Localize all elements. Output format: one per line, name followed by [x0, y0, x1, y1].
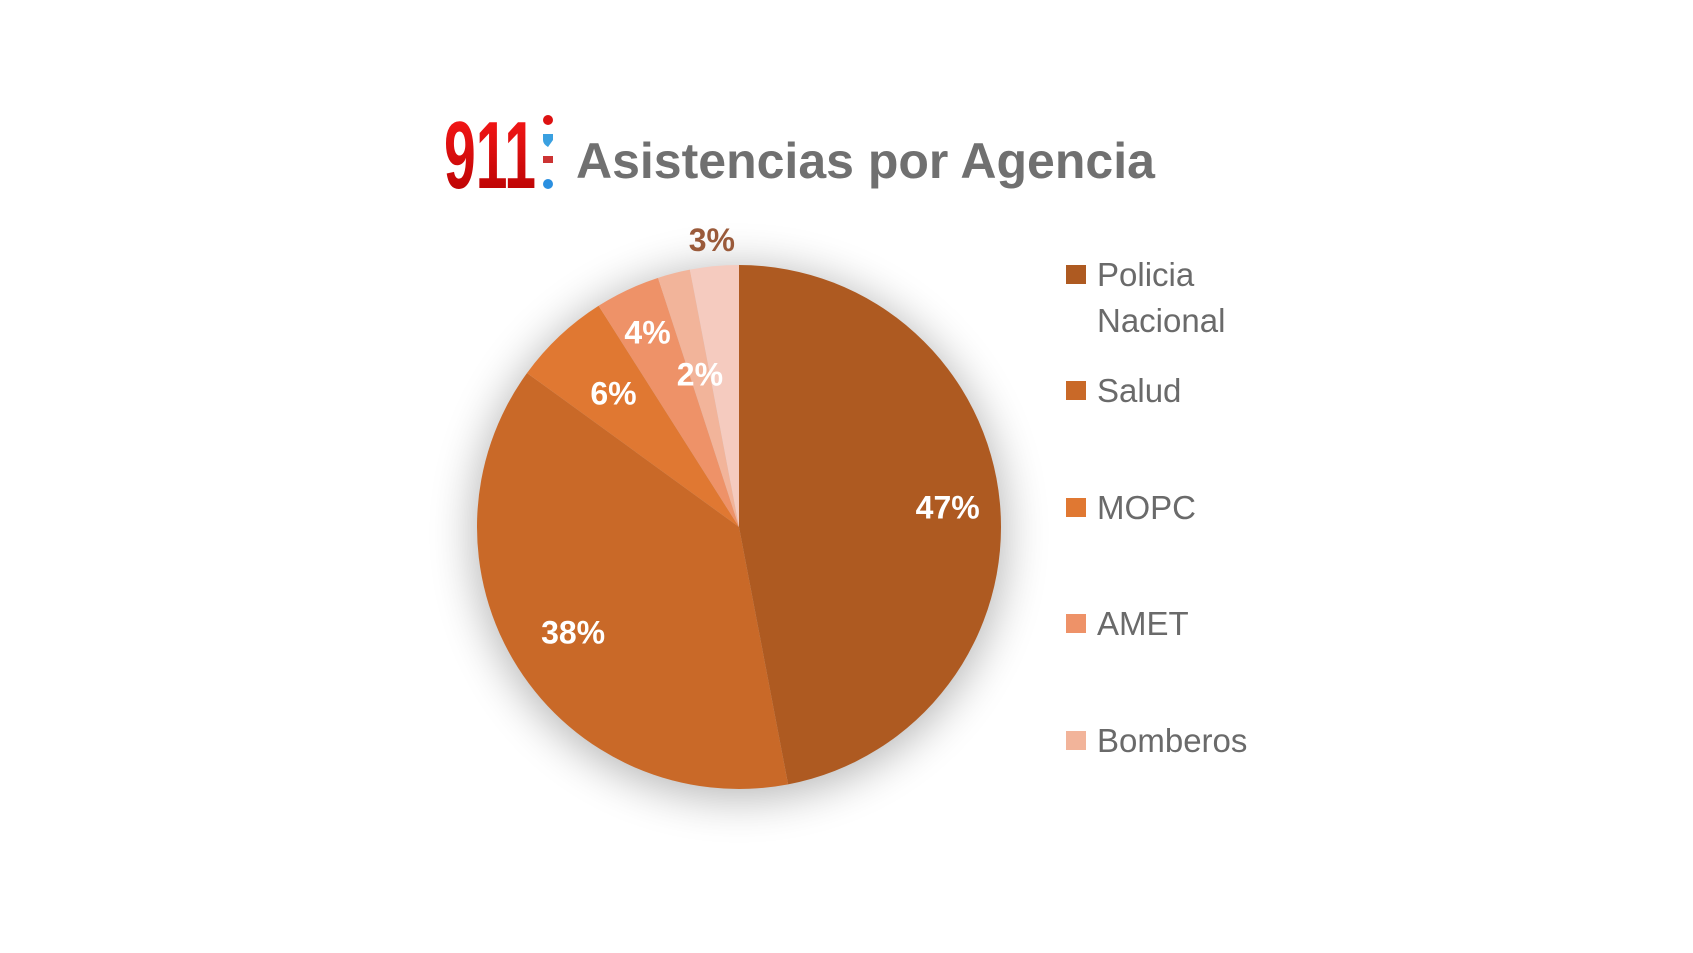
data-label: 6% [590, 375, 636, 411]
legend-swatch [1066, 498, 1086, 517]
legend-label: Bomberos [1097, 722, 1248, 759]
data-label: 3% [689, 222, 735, 258]
pie-slice-policia-nacional [739, 265, 1002, 785]
pie-slice-mopc [527, 305, 739, 527]
chart-title: Asistencias por Agencia [576, 133, 1155, 189]
data-label: 4% [624, 315, 670, 351]
legend-swatch [1066, 731, 1086, 750]
legend-label: Policia Nacional [1097, 256, 1226, 339]
legend-swatch [1066, 381, 1086, 400]
data-label: 47% [916, 489, 980, 525]
data-label: 38% [541, 614, 605, 650]
pie-slice-salud [477, 373, 789, 789]
legend-swatch [1066, 614, 1086, 633]
data-label: 2% [677, 357, 723, 393]
911-logo: 911 [444, 112, 553, 194]
legend-label: MOPC [1097, 489, 1196, 526]
legend-label: Salud [1097, 372, 1182, 409]
pie-slice-amet [598, 277, 739, 527]
pie-slice-unlabeled [689, 265, 739, 527]
legend-swatch [1066, 265, 1086, 284]
pie-slice-bomberos [658, 269, 739, 527]
legend-label: AMET [1097, 605, 1189, 642]
svg-text:911: 911 [444, 112, 536, 194]
